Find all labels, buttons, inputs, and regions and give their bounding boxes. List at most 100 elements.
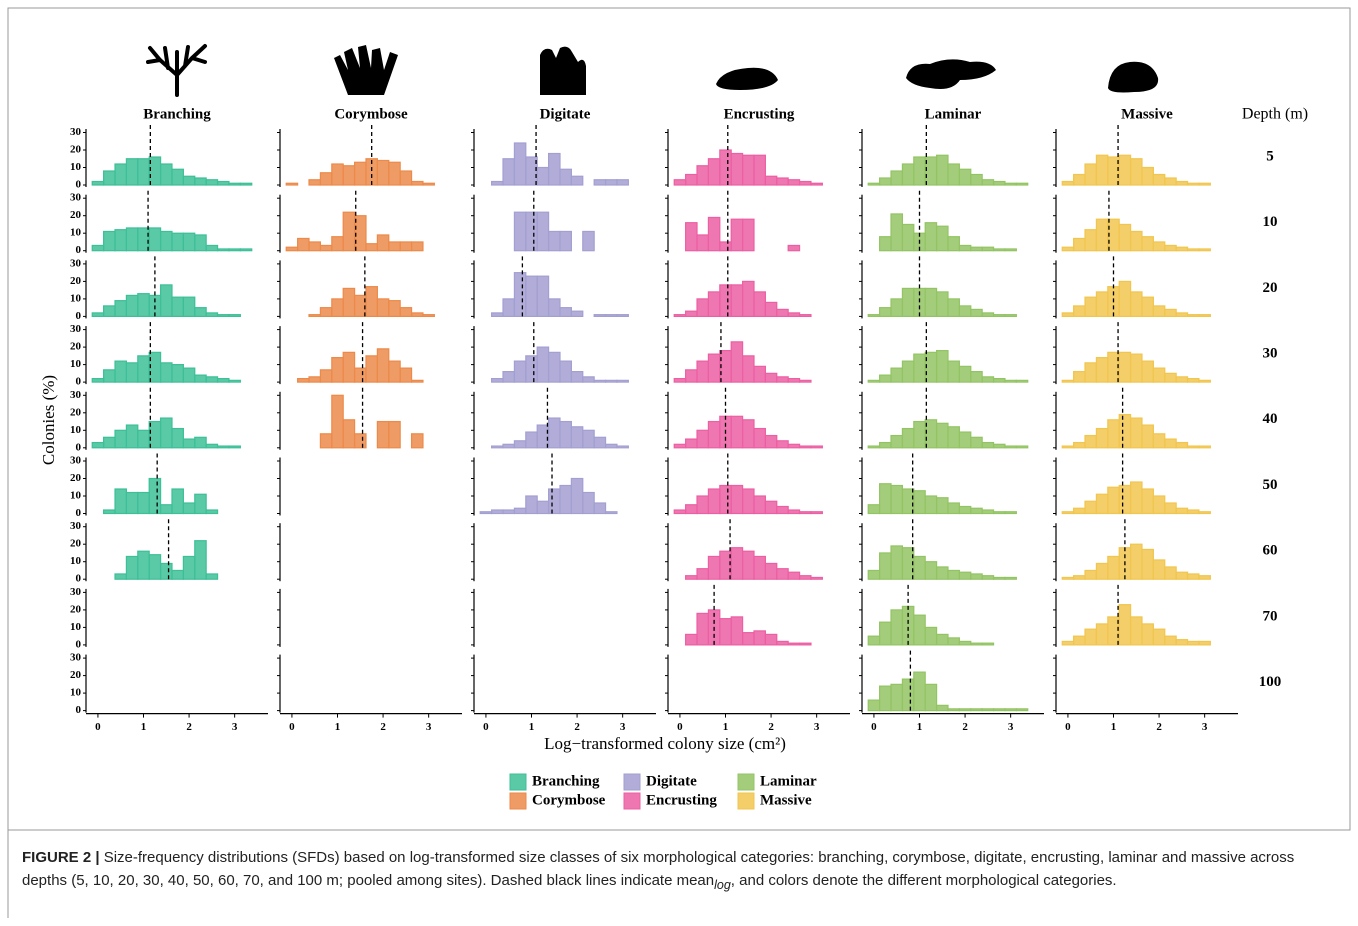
histogram-bar [1165, 245, 1176, 250]
histogram-bar [948, 299, 959, 317]
histogram-bar [104, 231, 115, 250]
histogram-bar [1153, 175, 1164, 186]
histogram-bar [92, 379, 103, 383]
histogram-bar [389, 301, 400, 317]
histogram-bar [743, 551, 754, 579]
histogram-bar [982, 377, 993, 382]
histogram-bar [902, 224, 913, 250]
histogram-bar [389, 242, 400, 251]
histogram-bar [925, 223, 936, 251]
histogram-bar [503, 444, 514, 448]
histogram-bar [1176, 377, 1187, 382]
y-tick-label: 0 [76, 376, 82, 388]
histogram-bar [788, 180, 799, 185]
histogram-bar [891, 368, 902, 382]
histogram-bar [1096, 563, 1107, 579]
histogram-bar [377, 235, 388, 251]
histogram-bar [1176, 640, 1187, 645]
y-tick-label: 0 [76, 179, 82, 191]
histogram-bar [571, 311, 582, 316]
histogram-bar [948, 237, 959, 251]
caption-label: FIGURE 2 | [22, 849, 100, 866]
histogram-bar [994, 577, 1005, 579]
histogram-bar [1005, 709, 1016, 711]
histogram-bar [1142, 624, 1153, 645]
histogram-bar [161, 363, 172, 382]
histogram-bar [1142, 489, 1153, 514]
depth-label: 10 [1263, 214, 1278, 230]
histogram-bar [982, 576, 993, 580]
depth-label: 60 [1263, 543, 1278, 559]
histogram-bar [218, 446, 229, 448]
histogram-bar [1062, 182, 1073, 186]
column-title: Laminar [925, 106, 982, 122]
histogram-bar [1165, 636, 1176, 645]
histogram-bar [526, 496, 537, 514]
column-title: Encrusting [724, 106, 795, 122]
histogram-bar [697, 299, 708, 317]
histogram-bar [765, 436, 776, 448]
histogram-bar [765, 373, 776, 382]
histogram-bar [1131, 292, 1142, 317]
histogram-bar [686, 505, 697, 514]
histogram-bar [914, 491, 925, 514]
histogram-bar [320, 173, 331, 185]
histogram-bar [937, 498, 948, 514]
histogram-bar [697, 430, 708, 448]
histogram-bar [115, 230, 126, 251]
histogram-bar [400, 242, 411, 251]
page: {"chart_data": {"type": "histogram", "xl… [0, 0, 1358, 926]
histogram-bar [377, 161, 388, 186]
histogram-bar [355, 162, 366, 185]
histogram-bar [686, 223, 697, 251]
y-axis-label: Colonies (%) [39, 375, 58, 465]
histogram-bar [298, 379, 309, 383]
histogram-bar [332, 299, 343, 317]
histogram-bar [868, 315, 879, 317]
histogram-bar [537, 212, 548, 251]
histogram-bar [309, 242, 320, 251]
histogram-bar [982, 510, 993, 514]
depth-label: 20 [1263, 280, 1278, 296]
histogram-bar [355, 368, 366, 382]
histogram-bar [1142, 237, 1153, 251]
histogram-bar [971, 309, 982, 316]
histogram-bar [1005, 315, 1016, 317]
histogram-bar [731, 342, 742, 382]
histogram-bar [286, 183, 297, 185]
histogram-bar [412, 313, 423, 317]
x-tick-label: 1 [529, 721, 535, 733]
histogram-bar [800, 576, 811, 580]
histogram-bar [697, 569, 708, 580]
depth-label: 30 [1263, 346, 1278, 362]
column-title: Branching [143, 106, 211, 122]
column-title: Massive [1121, 106, 1173, 122]
histogram-bar [1153, 496, 1164, 514]
histogram-bar [161, 505, 172, 514]
histogram-bar [1119, 415, 1130, 448]
histogram-bar [902, 288, 913, 316]
histogram-bar [959, 572, 970, 579]
histogram-bar [355, 434, 366, 448]
histogram-bar [811, 577, 822, 579]
histogram-bar [218, 249, 229, 251]
histogram-bar [126, 295, 137, 316]
histogram-bar [526, 276, 537, 316]
icon-massive [1108, 62, 1158, 93]
histogram-bar [240, 249, 251, 251]
icon-branching [148, 46, 205, 95]
histogram-bar [959, 507, 970, 514]
histogram-bar [606, 444, 617, 448]
x-tick-label: 2 [768, 721, 774, 733]
histogram-bar [389, 361, 400, 382]
histogram-bar [959, 709, 970, 711]
histogram-bar [583, 430, 594, 448]
histogram-bar [138, 294, 149, 317]
histogram-bar [937, 705, 948, 710]
histogram-bar [1199, 315, 1210, 317]
histogram-bar [1085, 629, 1096, 645]
histogram-bar [492, 182, 503, 186]
legend-label: Digitate [646, 773, 697, 789]
histogram-bar [788, 643, 799, 645]
histogram-bar [811, 512, 822, 514]
